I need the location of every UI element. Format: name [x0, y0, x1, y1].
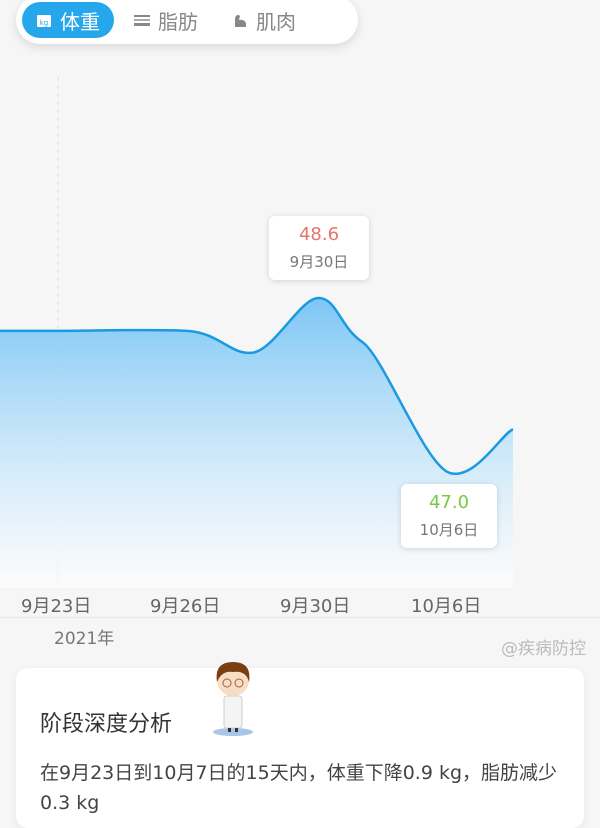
weight-chart: [0, 77, 514, 590]
weight-kg-icon: kg: [37, 15, 51, 27]
svg-text:kg: kg: [40, 19, 49, 27]
muscle-icon: [235, 14, 246, 27]
tab-label: 体重: [60, 9, 100, 34]
x-tick-label: 9月23日: [21, 596, 92, 617]
tab-label: 脂肪: [158, 9, 198, 34]
metric-tabs: kg 体重 脂肪 肌肉: [16, 0, 358, 44]
weight-area: [0, 297, 513, 588]
tab-weight[interactable]: kg 体重: [22, 2, 114, 38]
max-date: 9月30日: [289, 253, 349, 271]
tab-label: 肌肉: [256, 9, 296, 34]
watermark: @疾病防控: [501, 639, 586, 659]
divider: [0, 617, 600, 618]
tab-fat[interactable]: 脂肪: [120, 2, 212, 38]
x-tick-label: 9月30日: [280, 596, 351, 617]
x-tick-label: 9月26日: [150, 596, 221, 617]
max-value: 48.6: [298, 224, 340, 245]
analysis-card: 阶段深度分析 在9月23日到10月7日的15天内，体重下降0.9 kg，脂肪减少…: [16, 662, 584, 828]
doctor-mascot-icon: [213, 662, 253, 736]
card-text: 在9月23日到10月7日的15天内，体重下降0.9 kg，脂肪减少0.3 kg: [40, 762, 558, 814]
min-value: 47.0: [428, 492, 470, 513]
tab-muscle[interactable]: 肌肉: [218, 2, 310, 38]
year-label: 2021年: [54, 629, 115, 649]
min-date: 10月6日: [419, 521, 479, 539]
x-tick-label: 10月6日: [411, 596, 482, 617]
card-title: 阶段深度分析: [40, 712, 173, 737]
min-tooltip: 47.0 10月6日: [401, 484, 497, 548]
fat-icon: [134, 15, 150, 26]
weight-line: [0, 296, 514, 475]
max-tooltip: 48.6 9月30日: [269, 216, 369, 280]
